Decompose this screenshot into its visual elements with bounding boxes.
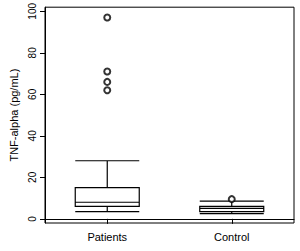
svg-text:60: 60 — [27, 88, 38, 100]
svg-text:80: 80 — [27, 47, 38, 59]
svg-text:TNF-alpha (pg/mL): TNF-alpha (pg/mL) — [8, 69, 20, 162]
svg-text:100: 100 — [27, 3, 38, 20]
svg-text:20: 20 — [27, 171, 38, 183]
svg-text:Patients: Patients — [87, 231, 127, 243]
svg-text:0: 0 — [27, 216, 38, 222]
svg-text:Control: Control — [214, 231, 249, 243]
svg-text:40: 40 — [27, 130, 38, 142]
